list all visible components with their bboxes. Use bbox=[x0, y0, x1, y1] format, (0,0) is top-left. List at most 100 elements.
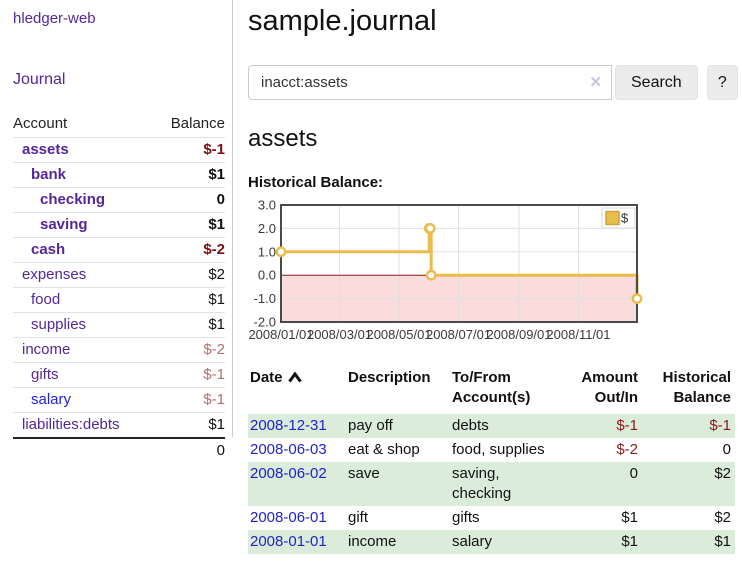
account-balance: $-1 bbox=[203, 391, 225, 408]
account-link[interactable]: cash bbox=[31, 241, 66, 258]
accounts-table-header: Account Balance bbox=[13, 111, 225, 137]
account-balance: $1 bbox=[208, 166, 225, 183]
help-button[interactable]: ? bbox=[706, 65, 738, 100]
account-link[interactable]: income bbox=[22, 341, 71, 358]
transaction-accounts: food, supplies bbox=[452, 441, 545, 458]
account-balance: $1 bbox=[208, 316, 225, 333]
transaction-row[interactable]: 2008-06-03 eat & shop food, supplies $-2 0 bbox=[248, 438, 735, 462]
transaction-balance: $2 bbox=[714, 509, 731, 526]
search-input-wrap: ✕ bbox=[248, 65, 612, 100]
transaction-description: eat & shop bbox=[348, 441, 420, 458]
accounts-rows: assets $-1 bank $1 checking 0 saving $1 cash $-2 e… bbox=[13, 137, 225, 437]
register-header-row: Date Description To/From Account(s) Amou… bbox=[248, 368, 735, 414]
y-axis-tick-label: -1.0 bbox=[254, 291, 276, 306]
data-point bbox=[425, 269, 437, 281]
account-link[interactable]: supplies bbox=[31, 316, 87, 333]
transaction-row[interactable]: 2008-06-02 save saving, checking 0 $2 bbox=[248, 462, 735, 506]
transaction-date-link[interactable]: 2008-06-03 bbox=[250, 441, 327, 458]
sidebar-account-row: saving $1 bbox=[13, 212, 225, 237]
transaction-description: save bbox=[348, 465, 380, 482]
account-balance: $1 bbox=[208, 216, 225, 233]
sort-ascending-icon bbox=[287, 372, 302, 383]
x-axis-tick-label: 2008/03/01 bbox=[307, 327, 372, 342]
account-balance: $-1 bbox=[203, 366, 225, 383]
search-input[interactable] bbox=[248, 65, 612, 100]
search-bar: ✕ Search ? bbox=[248, 65, 738, 100]
data-point bbox=[631, 293, 643, 305]
transaction-row[interactable]: 2008-06-01 gift gifts $1 $2 bbox=[248, 506, 735, 530]
column-header-description: Description bbox=[348, 369, 431, 386]
account-link[interactable]: food bbox=[31, 291, 61, 308]
account-link[interactable]: salary bbox=[31, 391, 72, 408]
sidebar-account-row: checking 0 bbox=[13, 187, 225, 212]
account-balance: $-2 bbox=[203, 241, 225, 258]
sidebar-account-row: food $1 bbox=[13, 287, 225, 312]
transaction-description: income bbox=[348, 533, 397, 550]
main-content: sample.journal ✕ Search ? assets Histori… bbox=[248, 0, 738, 554]
x-axis-tick-label: 2008/09/01 bbox=[486, 327, 551, 342]
account-balance: $1 bbox=[208, 416, 225, 433]
transaction-amount: $-2 bbox=[616, 441, 638, 458]
transaction-accounts: gifts bbox=[452, 509, 480, 526]
transaction-amount: $1 bbox=[621, 533, 638, 550]
transaction-description: pay off bbox=[348, 417, 393, 434]
data-point bbox=[424, 223, 436, 234]
y-axis-tick-label: 2.0 bbox=[258, 221, 276, 236]
sidebar-account-row: salary $-1 bbox=[13, 387, 225, 412]
account-balance: $-1 bbox=[203, 141, 225, 158]
accounts-table: Account Balance assets $-1 bank $1 checking 0… bbox=[13, 111, 225, 463]
column-header-amount: Amount Out/In bbox=[581, 369, 638, 406]
transaction-date-link[interactable]: 2008-01-01 bbox=[250, 533, 327, 550]
account-balance: 0 bbox=[216, 191, 225, 208]
data-point bbox=[275, 246, 287, 258]
balance-column-header: Balance bbox=[170, 115, 225, 132]
legend-label: $ bbox=[621, 211, 629, 226]
transaction-row[interactable]: 2008-01-01 income salary $1 $1 bbox=[248, 530, 735, 554]
sidebar-account-row: expenses $2 bbox=[13, 262, 225, 287]
account-balance: $-2 bbox=[203, 341, 225, 358]
transaction-amount: 0 bbox=[629, 465, 638, 482]
page-title: sample.journal bbox=[248, 5, 437, 37]
column-header-date[interactable]: Date bbox=[248, 368, 346, 414]
historical-balance-chart: $3.0 2.0 1.0 0.0 -1.0 -2.02008/01/012008/03/0… bbox=[248, 198, 643, 342]
transaction-date-link[interactable]: 2008-06-01 bbox=[250, 509, 327, 526]
column-header-balance: Historical Balance bbox=[662, 369, 731, 406]
account-link[interactable]: liabilities:debts bbox=[22, 416, 120, 433]
account-column-header: Account bbox=[13, 115, 68, 132]
transaction-amount: $1 bbox=[621, 509, 638, 526]
app-title-link[interactable]: hledger-web bbox=[13, 10, 96, 27]
sidebar-account-row: cash $-2 bbox=[13, 237, 225, 262]
transaction-balance: 0 bbox=[722, 441, 731, 458]
sidebar-account-row: supplies $1 bbox=[13, 312, 225, 337]
transaction-date-link[interactable]: 2008-06-02 bbox=[250, 465, 327, 482]
accounts-total: 0 bbox=[13, 437, 225, 463]
account-link[interactable]: expenses bbox=[22, 266, 87, 283]
x-axis-tick-label: 2008/05/01 bbox=[366, 327, 431, 342]
sidebar-item-journal[interactable]: Journal bbox=[13, 71, 66, 88]
account-heading: assets bbox=[248, 125, 318, 152]
clear-search-icon[interactable]: ✕ bbox=[589, 74, 602, 91]
search-button[interactable]: Search bbox=[615, 65, 698, 100]
account-balance: $2 bbox=[208, 266, 225, 283]
transaction-balance: $1 bbox=[714, 533, 731, 550]
column-header-accounts: To/From Account(s) bbox=[452, 369, 531, 406]
account-link[interactable]: checking bbox=[40, 191, 106, 208]
account-link[interactable]: bank bbox=[31, 166, 67, 183]
sidebar-nav: Journal bbox=[13, 71, 224, 89]
transaction-balance: $2 bbox=[714, 465, 731, 482]
sidebar-account-row: liabilities:debts $1 bbox=[13, 412, 225, 437]
x-axis-tick-label: 2008/01/01 bbox=[248, 327, 313, 342]
account-link[interactable]: gifts bbox=[31, 366, 59, 383]
y-axis-tick-label: 3.0 bbox=[258, 199, 276, 213]
transaction-row[interactable]: 2008-12-31 pay off debts $-1 $-1 bbox=[248, 414, 735, 438]
transaction-date-link[interactable]: 2008-12-31 bbox=[250, 417, 327, 434]
transaction-description: gift bbox=[348, 509, 369, 526]
sidebar: hledger-web Journal Account Balance asse… bbox=[0, 0, 233, 459]
account-link[interactable]: saving bbox=[40, 216, 88, 233]
account-link[interactable]: assets bbox=[22, 141, 69, 158]
chart-title: Historical Balance: bbox=[248, 174, 384, 191]
legend-swatch-icon bbox=[605, 210, 620, 226]
transaction-balance: $-1 bbox=[709, 417, 731, 434]
sidebar-account-row: assets $-1 bbox=[13, 137, 225, 162]
